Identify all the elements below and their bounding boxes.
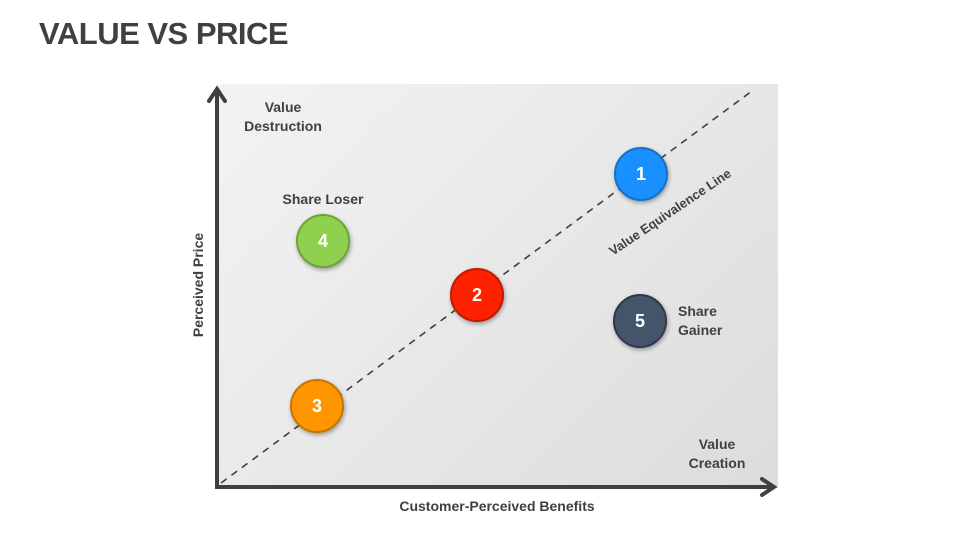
share-gainer-label: Share Gainer — [678, 302, 728, 340]
y-axis-label: Perceived Price — [190, 232, 206, 338]
label-line: Share — [678, 303, 717, 319]
region-value-destruction: Value Destruction — [238, 98, 328, 136]
point-1-circle: 1 — [614, 147, 668, 201]
point-4-circle: 4 — [296, 214, 350, 268]
share-loser-label: Share Loser — [282, 191, 364, 207]
label-line: Gainer — [678, 322, 723, 338]
region-label-line: Destruction — [244, 118, 322, 134]
x-axis-arrow-icon — [760, 477, 778, 497]
region-label-line: Value — [698, 436, 736, 452]
region-value-creation: Value Creation — [678, 435, 756, 473]
point-2-circle: 2 — [450, 268, 504, 322]
page-title: VALUE VS PRICE — [39, 16, 289, 51]
region-label-line: Value — [264, 99, 302, 115]
y-axis-arrow-icon — [207, 85, 227, 103]
region-label-line: Creation — [688, 455, 746, 471]
x-axis-label: Customer-Perceived Benefits — [399, 498, 595, 514]
point-5-circle: 5 — [613, 294, 667, 348]
point-3-circle: 3 — [290, 379, 344, 433]
